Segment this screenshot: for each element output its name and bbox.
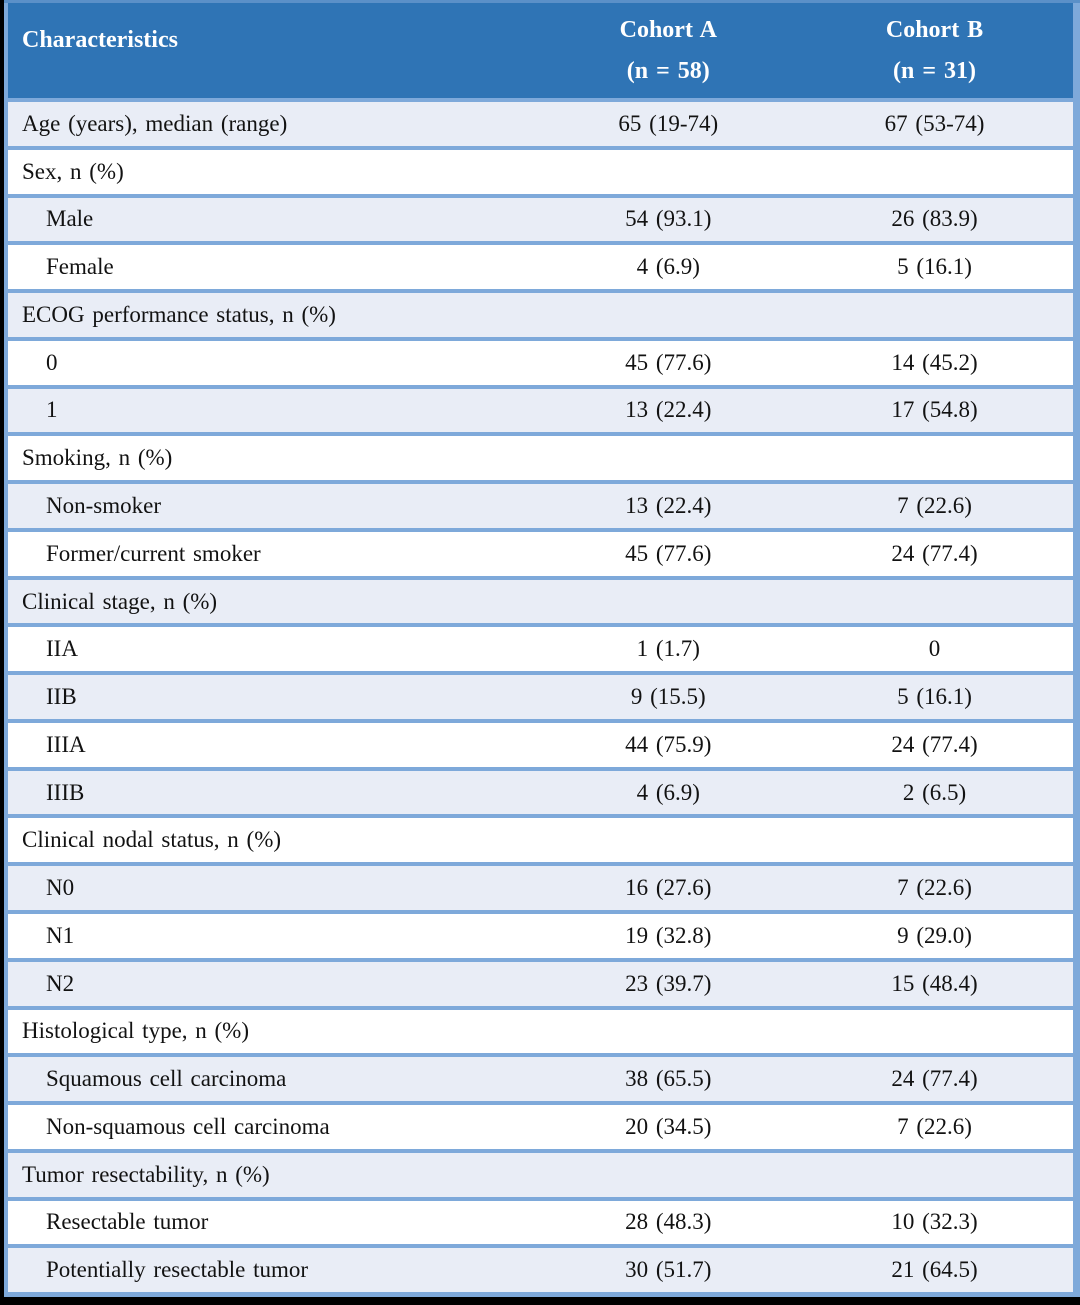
table-row: Clinical nodal status, n (%)	[8, 818, 1073, 863]
row-value-cohort-a: 13 (22.4)	[625, 397, 712, 423]
table-row: Age (years), median (range) 65 (19-74) 6…	[8, 102, 1073, 146]
table-row: Female 4 (6.9) 5 (16.1)	[8, 245, 1073, 290]
row-value-cohort-a: 65 (19-74)	[618, 110, 719, 136]
row-value-cohort-b: 24 (77.4)	[891, 731, 978, 757]
row-label: IIIA	[46, 731, 86, 757]
table-row: Non-smoker 13 (22.4) 7 (22.6)	[8, 484, 1073, 528]
table-row: Clinical stage, n (%)	[8, 579, 1073, 624]
table-row: IIIB 4 (6.9) 2 (6.5)	[8, 770, 1073, 815]
header-cohort-a: Cohort A (n = 58)	[541, 3, 797, 98]
row-value-cohort-b: 5 (16.1)	[897, 684, 972, 710]
table-row: N2 23 (39.7) 15 (48.4)	[8, 961, 1073, 1006]
header-characteristics: Characteristics	[8, 3, 541, 98]
table-row: Former/current smoker 45 (77.6) 24 (77.4…	[8, 531, 1073, 576]
characteristics-table: Characteristics Cohort A (n = 58) Cohort…	[4, 0, 1080, 1297]
table-row: Potentially resectable tumor 30 (51.7) 2…	[8, 1248, 1073, 1293]
table-row: 1 13 (22.4) 17 (54.8)	[8, 388, 1073, 433]
row-label: 0	[46, 349, 58, 375]
table-row: Tumor resectability, n (%)	[8, 1152, 1073, 1197]
header-cohort-a-n: (n = 58)	[626, 58, 710, 85]
row-value-cohort-a: 20 (34.5)	[625, 1113, 712, 1139]
row-value-cohort-a: 45 (77.6)	[625, 540, 712, 566]
row-label: Non-smoker	[46, 493, 161, 518]
row-value-cohort-b: 0	[928, 636, 941, 662]
table-row: ECOG performance status, n (%)	[8, 293, 1073, 337]
row-label: Squamous cell carcinoma	[46, 1066, 287, 1092]
row-label: Potentially resectable tumor	[46, 1257, 309, 1283]
row-label: N2	[46, 970, 75, 996]
row-value-cohort-a: 13 (22.4)	[625, 493, 712, 518]
table-row: IIIA 44 (75.9) 24 (77.4)	[8, 722, 1073, 767]
row-value-cohort-b: 15 (48.4)	[891, 970, 978, 996]
row-value-cohort-b: 21 (64.5)	[891, 1257, 978, 1283]
row-value-cohort-b: 7 (22.6)	[897, 493, 972, 518]
table-row: Histological type, n (%)	[8, 1009, 1073, 1054]
row-label: Sex, n (%)	[22, 158, 124, 184]
row-label: IIIB	[46, 779, 85, 805]
row-value-cohort-a: 1 (1.7)	[636, 636, 700, 662]
row-value-cohort-a: 45 (77.6)	[625, 349, 712, 375]
row-value-cohort-b: 7 (22.6)	[897, 1113, 972, 1139]
row-label: Former/current smoker	[46, 540, 261, 566]
row-value-cohort-b: 17 (54.8)	[891, 397, 978, 423]
table-header-row: Characteristics Cohort A (n = 58) Cohort…	[8, 3, 1073, 98]
row-value-cohort-a: 4 (6.9)	[636, 779, 700, 805]
row-value-cohort-a: 30 (51.7)	[625, 1257, 712, 1283]
table-row: Smoking, n (%)	[8, 436, 1073, 481]
row-value-cohort-a: 28 (48.3)	[625, 1209, 712, 1235]
row-label: Resectable tumor	[46, 1209, 209, 1235]
row-label: Clinical stage, n (%)	[22, 588, 218, 614]
row-value-cohort-a: 9 (15.5)	[630, 684, 706, 710]
table-row: 0 45 (77.6) 14 (45.2)	[8, 340, 1073, 385]
row-label: Tumor resectability, n (%)	[22, 1161, 270, 1187]
row-label: Age (years), median (range)	[22, 110, 288, 136]
row-value-cohort-b: 5 (16.1)	[897, 254, 972, 280]
row-label: Female	[46, 254, 114, 280]
row-value-cohort-b: 2 (6.5)	[902, 779, 967, 805]
row-value-cohort-b: 67 (53-74)	[884, 110, 985, 136]
row-value-cohort-a: 16 (27.6)	[625, 875, 712, 901]
header-cohort-b-n: (n = 31)	[893, 58, 977, 85]
row-value-cohort-b: 14 (45.2)	[891, 349, 978, 375]
row-label: Histological type, n (%)	[22, 1018, 250, 1044]
row-label: Smoking, n (%)	[22, 445, 173, 471]
table-row: Male 54 (93.1) 26 (83.9)	[8, 197, 1073, 242]
row-value-cohort-b: 7 (22.6)	[897, 875, 972, 901]
header-cohort-b: Cohort B (n = 31)	[796, 3, 1073, 98]
row-label: IIA	[46, 636, 78, 662]
row-value-cohort-a: 38 (65.5)	[625, 1066, 712, 1092]
table-row: IIB 9 (15.5) 5 (16.1)	[8, 675, 1073, 719]
row-value-cohort-a: 4 (6.9)	[636, 254, 700, 280]
table-row: Sex, n (%)	[8, 149, 1073, 194]
row-value-cohort-b: 10 (32.3)	[891, 1209, 978, 1235]
row-label: Male	[46, 206, 94, 232]
table-row: N0 16 (27.6) 7 (22.6)	[8, 866, 1073, 911]
header-characteristics-label: Characteristics	[22, 26, 178, 53]
row-label: 1	[46, 397, 58, 423]
row-value-cohort-a: 19 (32.8)	[625, 922, 712, 948]
row-value-cohort-b: 26 (83.9)	[891, 206, 978, 232]
row-label: IIB	[46, 684, 77, 710]
row-value-cohort-b: 24 (77.4)	[891, 1066, 978, 1092]
table-row: Non-squamous cell carcinoma 20 (34.5) 7 …	[8, 1105, 1073, 1149]
row-label: Non-squamous cell carcinoma	[46, 1113, 330, 1139]
row-value-cohort-b: 24 (77.4)	[891, 540, 978, 566]
row-label: ECOG performance status, n (%)	[22, 301, 336, 327]
row-label: N0	[46, 875, 75, 901]
row-label: N1	[46, 922, 75, 948]
table-row: Resectable tumor 28 (48.3) 10 (32.3)	[8, 1200, 1073, 1245]
row-value-cohort-b: 9 (29.0)	[897, 922, 972, 948]
header-cohort-b-name: Cohort B	[885, 16, 984, 43]
row-value-cohort-a: 54 (93.1)	[625, 206, 712, 232]
table-row: N1 19 (32.8) 9 (29.0)	[8, 914, 1073, 958]
table-row: IIA 1 (1.7) 0	[8, 627, 1073, 672]
row-value-cohort-a: 44 (75.9)	[625, 731, 712, 757]
row-label: Clinical nodal status, n (%)	[22, 827, 282, 853]
row-value-cohort-a: 23 (39.7)	[625, 970, 712, 996]
table-row: Squamous cell carcinoma 38 (65.5) 24 (77…	[8, 1057, 1073, 1102]
header-cohort-a-name: Cohort A	[619, 16, 717, 43]
